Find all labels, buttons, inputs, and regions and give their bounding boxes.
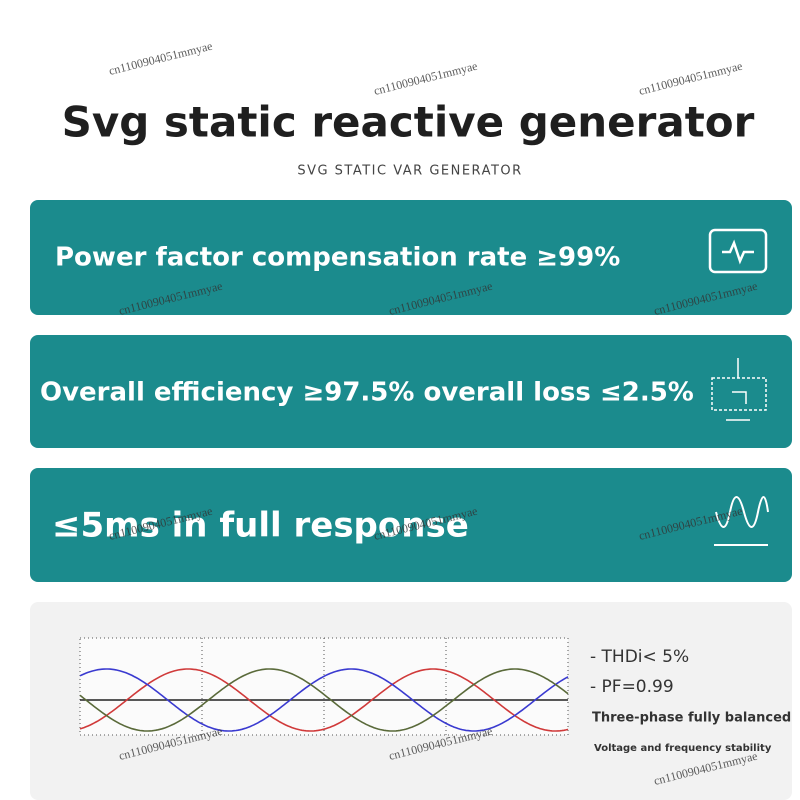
icon-circuit <box>711 358 767 421</box>
wave <box>79 668 569 732</box>
feature-text: Power factor compensation rate ≥99% <box>55 243 620 273</box>
feature-card <box>30 468 792 582</box>
title: Svg static reactive generator <box>62 98 755 147</box>
feature-text: ≤5ms in full response <box>52 506 469 546</box>
icon-wave <box>714 496 769 546</box>
spec-line: Voltage and frequency stability <box>594 743 772 754</box>
wave <box>79 668 569 732</box>
feature-card <box>30 200 792 315</box>
icon-monitor <box>708 228 768 274</box>
spec-item: - PF=0.99 <box>590 677 674 697</box>
spec-line: Three-phase fully balanced <box>592 711 791 726</box>
spec-item: - THDi< 5% <box>590 647 689 667</box>
feature-card <box>30 335 792 448</box>
wave <box>79 668 569 732</box>
subtitle: SVG STATIC VAR GENERATOR <box>297 164 522 179</box>
waveform <box>79 637 569 736</box>
feature-text: Overall efficiency ≥97.5% overall loss ≤… <box>40 378 694 408</box>
